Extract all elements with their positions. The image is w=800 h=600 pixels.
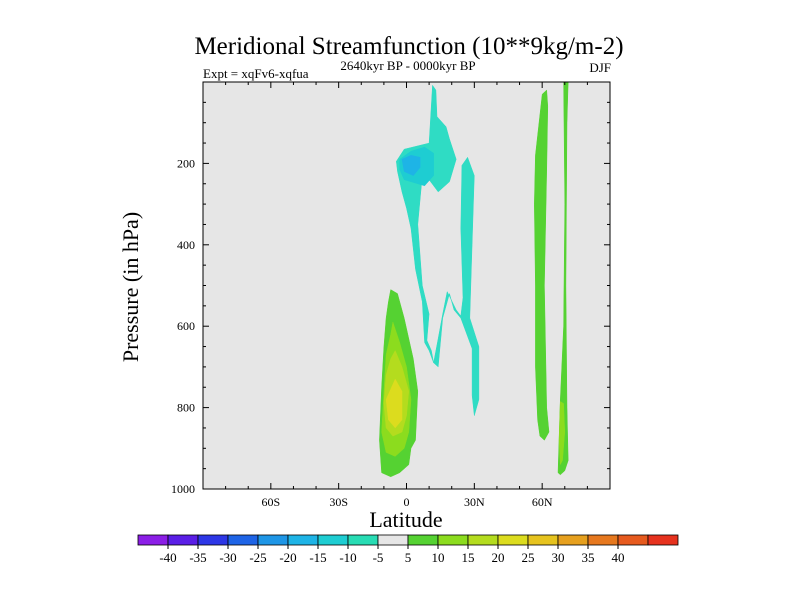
contour-region-level-10-9 bbox=[558, 401, 566, 466]
x-tick-label: 0 bbox=[404, 495, 410, 509]
x-axis-title: Latitude bbox=[369, 507, 442, 532]
x-tick-label: 30S bbox=[329, 495, 348, 509]
colorbar-swatch bbox=[407, 534, 439, 546]
x-tick-label: 60S bbox=[261, 495, 280, 509]
colorbar-label: -40 bbox=[159, 550, 176, 565]
colorbar-swatch bbox=[137, 534, 169, 546]
colorbar-label: -15 bbox=[309, 550, 326, 565]
colorbar-label: 40 bbox=[612, 550, 625, 565]
time-range-label: 2640kyr BP - 0000kyr BP bbox=[340, 58, 475, 73]
experiment-label: Expt = xqFv6-xqfua bbox=[203, 66, 309, 81]
colorbar-swatch bbox=[557, 534, 589, 546]
colorbar-swatch bbox=[167, 534, 199, 546]
colorbar-swatch bbox=[647, 534, 679, 546]
season-label: DJF bbox=[589, 60, 611, 75]
axis-ticks: 60S 30S 0 30N 60N 200 400 600 800 1000 bbox=[171, 81, 611, 509]
colorbar-swatch bbox=[227, 534, 259, 546]
colorbar-swatch bbox=[257, 534, 289, 546]
colorbar-label: -35 bbox=[189, 550, 206, 565]
colorbar-swatch bbox=[317, 534, 349, 546]
colorbar-swatch bbox=[497, 534, 529, 546]
colorbar-swatch bbox=[467, 534, 499, 546]
y-tick-label: 400 bbox=[177, 238, 195, 252]
contour-region-level-5-8 bbox=[557, 81, 569, 476]
contour-region-level-5-7 bbox=[534, 89, 550, 441]
colorbar-swatch bbox=[437, 534, 469, 546]
colorbar-swatch bbox=[377, 534, 409, 546]
contour-region-level--15-2 bbox=[401, 155, 421, 176]
colorbar-label: 15 bbox=[462, 550, 475, 565]
x-tick-label: 30N bbox=[464, 495, 485, 509]
colorbar-swatch bbox=[197, 534, 229, 546]
y-tick-label: 1000 bbox=[171, 482, 195, 496]
colorbar-label: 35 bbox=[582, 550, 595, 565]
colorbar-label: 10 bbox=[432, 550, 445, 565]
y-tick-label: 600 bbox=[177, 319, 195, 333]
colorbar-swatch bbox=[617, 534, 649, 546]
y-tick-label: 200 bbox=[177, 156, 195, 170]
colorbar-label: 5 bbox=[405, 550, 412, 565]
colorbar-label: -20 bbox=[279, 550, 296, 565]
contour-region-level-20-6 bbox=[385, 378, 403, 429]
colorbar-label: 25 bbox=[522, 550, 535, 565]
colorbar-label: -10 bbox=[339, 550, 356, 565]
contour-fill-layer bbox=[379, 81, 569, 478]
colorbar-swatch bbox=[287, 534, 319, 546]
x-tick-label: 60N bbox=[532, 495, 553, 509]
colorbar-swatch bbox=[527, 534, 559, 546]
colorbar-label: -25 bbox=[249, 550, 266, 565]
colorbar-swatch bbox=[587, 534, 619, 546]
chart-title: Meridional Streamfunction (10**9kg/m-2) bbox=[194, 33, 623, 60]
colorbar-label: -30 bbox=[219, 550, 236, 565]
y-tick-label: 800 bbox=[177, 401, 195, 415]
colorbar: -40 -35 -30 -25 -20 -15 -10 -5 5 10 15 20 25 30 35 40 bbox=[137, 534, 679, 565]
colorbar-label: -5 bbox=[373, 550, 384, 565]
y-axis-title: Pressure (in hPa) bbox=[118, 212, 143, 362]
colorbar-label: 20 bbox=[492, 550, 505, 565]
colorbar-label: 30 bbox=[552, 550, 565, 565]
colorbar-swatch bbox=[347, 534, 379, 546]
